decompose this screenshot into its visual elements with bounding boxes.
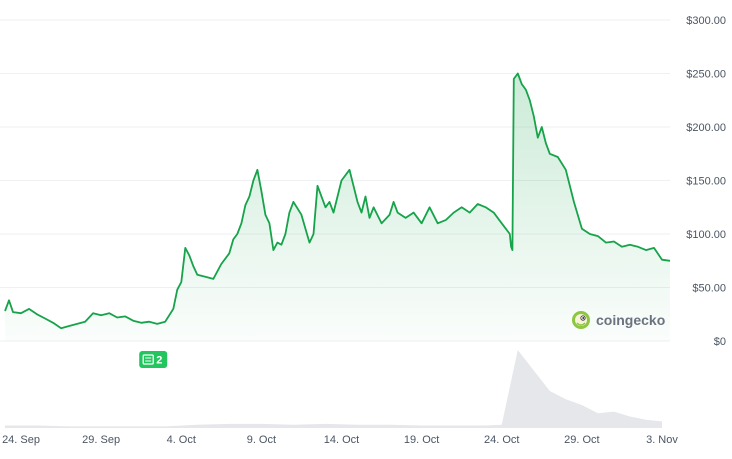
annotations: 2 bbox=[139, 351, 168, 368]
y-tick-label: $50.00 bbox=[692, 283, 726, 295]
x-tick-label: 9. Oct bbox=[247, 434, 276, 446]
coingecko-watermark: coingecko bbox=[572, 311, 665, 329]
y-tick-label: $0 bbox=[714, 336, 726, 348]
price-line bbox=[4, 72, 671, 330]
x-tick-label: 3. Nov bbox=[646, 434, 678, 446]
x-tick-label: 19. Oct bbox=[404, 434, 439, 446]
x-tick-label: 24. Sep bbox=[2, 434, 40, 446]
volume-area bbox=[5, 350, 662, 428]
x-axis-labels: 24. Sep 29. Sep 4. Oct 9. Oct 14. Oct 19. Oct… bbox=[2, 434, 678, 446]
y-axis-labels: $0 $50.00 $100.00 $150.00 $200.00 $250.00 $300… bbox=[686, 15, 726, 348]
x-tick-label: 24. Oct bbox=[484, 434, 519, 446]
x-tick-label: 29. Oct bbox=[564, 434, 599, 446]
volume-bars bbox=[5, 350, 662, 428]
watermark-text: coingecko bbox=[596, 312, 665, 328]
x-tick-label: 4. Oct bbox=[167, 434, 196, 446]
y-tick-label: $300.00 bbox=[686, 15, 726, 27]
news-icon bbox=[142, 354, 154, 365]
gecko-logo-icon bbox=[572, 311, 590, 329]
x-tick-label: 29. Sep bbox=[82, 434, 120, 446]
x-tick-label: 14. Oct bbox=[324, 434, 359, 446]
news-count: 2 bbox=[156, 355, 162, 367]
y-tick-label: $150.00 bbox=[686, 176, 726, 188]
y-tick-label: $200.00 bbox=[686, 122, 726, 134]
price-area bbox=[5, 73, 670, 341]
y-tick-label: $100.00 bbox=[686, 229, 726, 241]
news-badge[interactable]: 2 bbox=[139, 351, 168, 368]
y-tick-label: $250.00 bbox=[686, 69, 726, 81]
